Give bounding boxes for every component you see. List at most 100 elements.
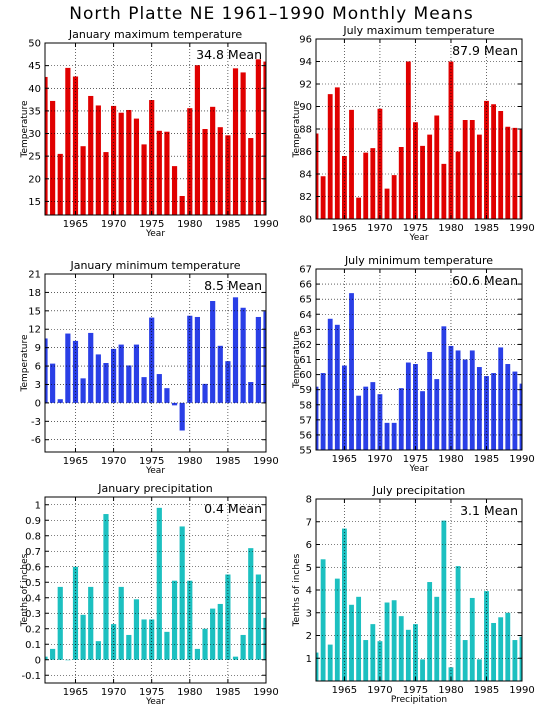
chart0-bar-1977 — [164, 131, 170, 215]
chart1-bar-1966 — [349, 109, 354, 219]
chart2-ytick-label: 21 — [28, 270, 41, 281]
chart5-bar-1978 — [434, 596, 440, 681]
chart2-bar-1974 — [141, 377, 147, 403]
chart0-mean-label: 34.8 Mean — [196, 47, 262, 62]
chart2-bar-1962 — [50, 363, 56, 403]
chart4-bar-1987 — [240, 634, 246, 660]
chart0-xtick-label: 1980 — [177, 219, 202, 230]
chart3-bar-1971 — [384, 422, 390, 450]
chart2-bar-1968 — [95, 354, 101, 403]
chart1-bar-1969 — [370, 148, 376, 219]
chart0-bar-1990 — [263, 61, 266, 216]
chart2-bar-1981 — [194, 316, 201, 403]
chart5-bar-1969 — [370, 624, 376, 681]
chart5-bar-1972 — [391, 600, 397, 681]
chart0-xtick-label: 1970 — [101, 219, 126, 230]
chart0-xlabel: Year — [145, 229, 165, 239]
chart4-ytick-label: 0.2 — [25, 624, 41, 635]
chart3-bar-1981 — [455, 350, 461, 450]
chart5-bar-1979 — [441, 520, 447, 681]
chart1-bar-1981 — [455, 151, 461, 219]
chart1-bar-1965 — [341, 156, 347, 219]
chart-jan-precip: -0.1 0 0.1 0.2 0.3 0.4 0.5 0.6 0.7 0.8 0.9 1 1965 197… — [20, 482, 279, 707]
chart3-xtick-label: 1965 — [332, 454, 357, 465]
chart4-xlabel: Year — [145, 697, 165, 707]
chart3-bar-1961 — [316, 386, 319, 450]
chart5-xtick-label: 1975 — [403, 685, 428, 696]
chart5-bar-1967 — [356, 596, 362, 681]
chart5-ytick-label: 1 — [306, 654, 312, 665]
chart3-bar-1966 — [349, 293, 354, 450]
chart3-bar-1977 — [427, 351, 433, 450]
chart-jan-max-temp: 15 20 25 30 35 40 45 50 1965 1970 1975 1980 1985 1990… — [20, 28, 279, 239]
chart2-bar-1972 — [126, 365, 132, 403]
chart4-ytick-label: 0.7 — [25, 547, 41, 558]
chart2-bar-1990 — [263, 311, 266, 403]
chart3-ylabel: Temperature — [292, 331, 302, 389]
chart4-xtick-label: 1970 — [101, 687, 126, 698]
chart2-ytick-label: 3 — [35, 380, 41, 391]
chart3-xtick-label: 1980 — [438, 454, 463, 465]
chart0-bar-1966 — [80, 146, 86, 215]
chart5-bar-1990 — [519, 636, 522, 681]
chart4-bar-1979 — [179, 526, 185, 660]
chart5-xtick-label: 1980 — [438, 685, 463, 696]
chart-jan-min-temp: -6 -3 0 3 6 9 12 15 18 21 1965 1970 1975 1980 1985 1990… — [20, 259, 279, 476]
chart2-bar-1983 — [210, 301, 216, 403]
chart5-bar-1961 — [316, 652, 319, 681]
chart5-ytick-label: 5 — [306, 563, 312, 574]
chart2-bar-1977 — [164, 388, 170, 403]
chart2-bar-1961 — [45, 338, 48, 403]
chart2-bar-1982 — [202, 383, 208, 403]
chart-jul-min-temp: 55 56 57 58 59 60 61 62 63 64 65 66 67 1965 1970 1975 19… — [292, 254, 535, 474]
chart0-bar-1976 — [156, 130, 162, 215]
chart4-bar-1984 — [217, 603, 223, 660]
chart1-bar-1989 — [512, 127, 518, 219]
chart3-ytick-label: 55 — [299, 446, 312, 457]
chart3-bar-1990 — [519, 383, 522, 450]
chart4-bar-1964 — [65, 659, 71, 661]
chart3-bar-1976 — [420, 391, 425, 450]
chart4-bar-1975 — [149, 619, 155, 660]
chart3-xtick-label: 1990 — [509, 454, 534, 465]
chart3-ytick-label: 63 — [299, 325, 312, 336]
chart2-bar-1980 — [187, 315, 193, 403]
chart3-ytick-label: 67 — [299, 265, 312, 276]
chart4-ytick-label: 0.8 — [25, 531, 41, 542]
chart3-bar-1988 — [505, 364, 511, 450]
chart3-bar-1972 — [391, 422, 397, 450]
chart1-ytick-label: 84 — [299, 170, 312, 181]
chart3-xtick-label: 1975 — [403, 454, 428, 465]
chart4-bar-1978 — [171, 580, 178, 660]
chart3-bar-1987 — [498, 347, 504, 450]
chart1-ytick-label: 80 — [299, 215, 312, 226]
chart5-bar-1962 — [320, 559, 326, 681]
chart5-bar-1980 — [448, 667, 454, 681]
chart2-bar-1963 — [57, 399, 63, 403]
chart0-bar-1980 — [187, 108, 193, 215]
chart2-bar-1973 — [133, 344, 140, 403]
chart1-bar-1988 — [505, 126, 511, 219]
chart1-bar-1963 — [327, 94, 333, 219]
chart2-xtick-label: 1980 — [177, 456, 202, 467]
chart3-ytick-label: 60 — [299, 370, 312, 381]
chart3-xlabel: Year — [408, 464, 428, 474]
chart1-bar-1973 — [398, 147, 404, 219]
chart0-bar-1964 — [65, 67, 71, 215]
chart0-ytick-label: 15 — [28, 197, 41, 208]
chart4-ytick-label: 1 — [35, 500, 41, 511]
chart0-bar-1974 — [141, 144, 147, 215]
chart1-bar-1968 — [363, 152, 369, 219]
chart1-ytick-label: 88 — [299, 125, 312, 136]
chart2-ytick-label: 18 — [28, 288, 41, 299]
chart5-bar-1976 — [420, 659, 425, 681]
chart1-bar-1986 — [491, 104, 497, 219]
chart0-bar-1984 — [217, 127, 223, 215]
chart4-bar-1989 — [255, 574, 261, 660]
chart5-bar-1971 — [384, 602, 390, 681]
chart5-bar-1981 — [455, 566, 461, 681]
chart2-title: January minimum temperature — [69, 259, 240, 272]
chart0-bar-1989 — [255, 59, 261, 215]
chart2-ytick-label: 9 — [35, 343, 41, 354]
chart0-bar-1982 — [202, 129, 208, 215]
